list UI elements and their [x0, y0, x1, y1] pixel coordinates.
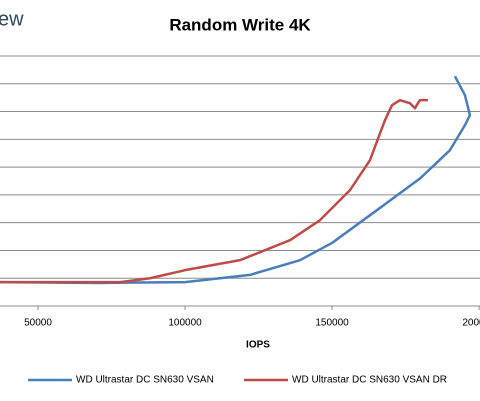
chart-title: Random Write 4K	[169, 15, 311, 34]
series-line	[0, 98, 428, 284]
legend-label: WD Ultrastar DC SN630 VSAN DR	[292, 375, 447, 386]
x-tick-label: 200000	[462, 318, 480, 329]
x-tick-label: 50000	[24, 318, 52, 329]
watermark: ew	[0, 8, 24, 30]
x-tick-label: 100000	[168, 318, 202, 329]
x-axis-label: IOPS	[246, 340, 270, 351]
series-line	[0, 75, 472, 285]
legend-label: WD Ultrastar DC SN630 VSAN	[76, 375, 214, 386]
x-tick-label: 150000	[315, 318, 349, 329]
